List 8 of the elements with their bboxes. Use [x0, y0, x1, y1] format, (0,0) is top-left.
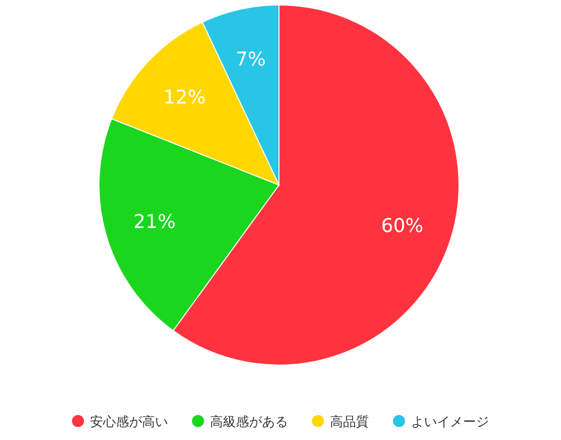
- data-label: 7%: [236, 48, 266, 71]
- legend-label: よいイメージ: [411, 415, 489, 430]
- data-label: 60%: [381, 215, 424, 238]
- data-label: 21%: [133, 211, 176, 234]
- legend-label: 安心感が高い: [90, 414, 168, 430]
- legend-label: 高級感がある: [210, 414, 288, 430]
- data-label: 12%: [163, 86, 206, 108]
- legend-label: 高品質: [330, 414, 369, 430]
